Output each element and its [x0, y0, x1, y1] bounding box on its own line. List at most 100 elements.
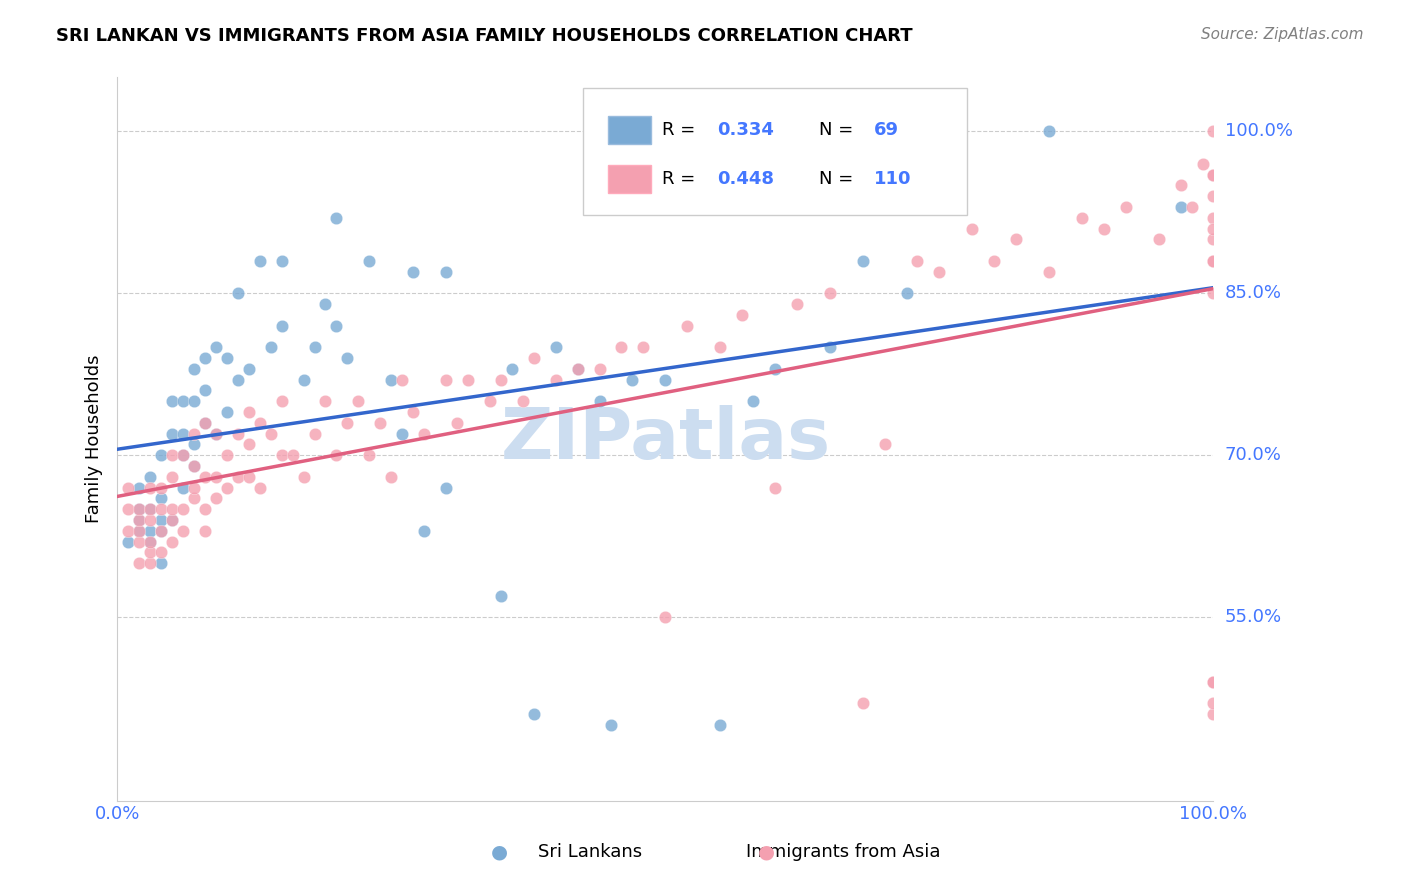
Point: [205, 491, 228, 506]
Point: [160, 513, 183, 527]
Point: [709, 718, 731, 732]
Point: [150, 545, 173, 559]
Point: [172, 502, 194, 516]
Point: [368, 416, 391, 430]
Text: 100.0%: 100.0%: [1225, 122, 1292, 140]
Point: [567, 362, 589, 376]
Point: [128, 481, 150, 495]
Text: 110: 110: [873, 169, 911, 187]
Point: [270, 254, 292, 268]
Point: [457, 373, 479, 387]
Point: [249, 254, 271, 268]
Point: [183, 437, 205, 451]
Point: [523, 707, 546, 722]
FancyBboxPatch shape: [583, 88, 967, 215]
Point: [446, 416, 468, 430]
Point: [128, 524, 150, 538]
Point: [1202, 189, 1225, 203]
Point: [160, 394, 183, 409]
Point: [512, 394, 534, 409]
Point: [1070, 211, 1092, 225]
Point: [1202, 168, 1225, 182]
Point: [1191, 157, 1213, 171]
Point: [117, 481, 139, 495]
Point: [567, 362, 589, 376]
Point: [150, 513, 173, 527]
Point: [1115, 200, 1137, 214]
Point: [183, 481, 205, 495]
Point: [325, 211, 347, 225]
Point: [391, 373, 413, 387]
Point: [292, 470, 315, 484]
Point: [194, 384, 217, 398]
Point: [260, 426, 283, 441]
Point: [742, 394, 765, 409]
Point: [172, 481, 194, 495]
Text: 0.448: 0.448: [717, 169, 773, 187]
Point: [260, 340, 283, 354]
Point: [501, 362, 523, 376]
Text: R =: R =: [662, 121, 702, 139]
Point: [160, 513, 183, 527]
Point: [347, 394, 370, 409]
Point: [160, 470, 183, 484]
Point: [238, 362, 260, 376]
Point: [1180, 200, 1202, 214]
Point: [249, 416, 271, 430]
Point: [304, 426, 326, 441]
Point: [183, 458, 205, 473]
Point: [139, 556, 162, 570]
Point: [249, 481, 271, 495]
Point: [588, 394, 610, 409]
Point: [160, 534, 183, 549]
Point: [983, 254, 1005, 268]
Point: [270, 394, 292, 409]
Point: [1147, 232, 1170, 246]
Point: [852, 254, 875, 268]
Point: [172, 426, 194, 441]
Point: [818, 340, 841, 354]
Point: [183, 426, 205, 441]
Point: [380, 373, 402, 387]
Point: [128, 524, 150, 538]
Point: [818, 286, 841, 301]
Point: [172, 524, 194, 538]
Point: [1005, 232, 1028, 246]
Point: [380, 470, 402, 484]
Point: [139, 524, 162, 538]
Point: [763, 481, 786, 495]
Point: [172, 448, 194, 462]
Point: [962, 221, 984, 235]
Point: [139, 513, 162, 527]
Point: [1202, 221, 1225, 235]
Point: [205, 470, 228, 484]
Point: [215, 351, 238, 365]
Point: [1038, 124, 1060, 138]
Point: [215, 405, 238, 419]
Point: [139, 502, 162, 516]
Point: [731, 308, 754, 322]
Point: [226, 470, 249, 484]
Point: [270, 318, 292, 333]
Point: [325, 318, 347, 333]
Point: [1038, 265, 1060, 279]
Text: ●: ●: [491, 842, 508, 862]
Point: [150, 502, 173, 516]
Point: [194, 470, 217, 484]
Point: [413, 524, 436, 538]
Point: [1202, 124, 1225, 138]
Point: [928, 265, 950, 279]
Point: [1202, 707, 1225, 722]
Point: [117, 502, 139, 516]
Text: 85.0%: 85.0%: [1225, 285, 1282, 302]
Text: Immigrants from Asia: Immigrants from Asia: [747, 843, 941, 861]
Point: [610, 340, 633, 354]
Point: [1202, 674, 1225, 689]
Point: [489, 589, 512, 603]
Text: R =: R =: [662, 169, 702, 187]
Point: [434, 265, 457, 279]
Point: [128, 534, 150, 549]
Point: [139, 534, 162, 549]
Point: [763, 362, 786, 376]
Point: [544, 373, 567, 387]
